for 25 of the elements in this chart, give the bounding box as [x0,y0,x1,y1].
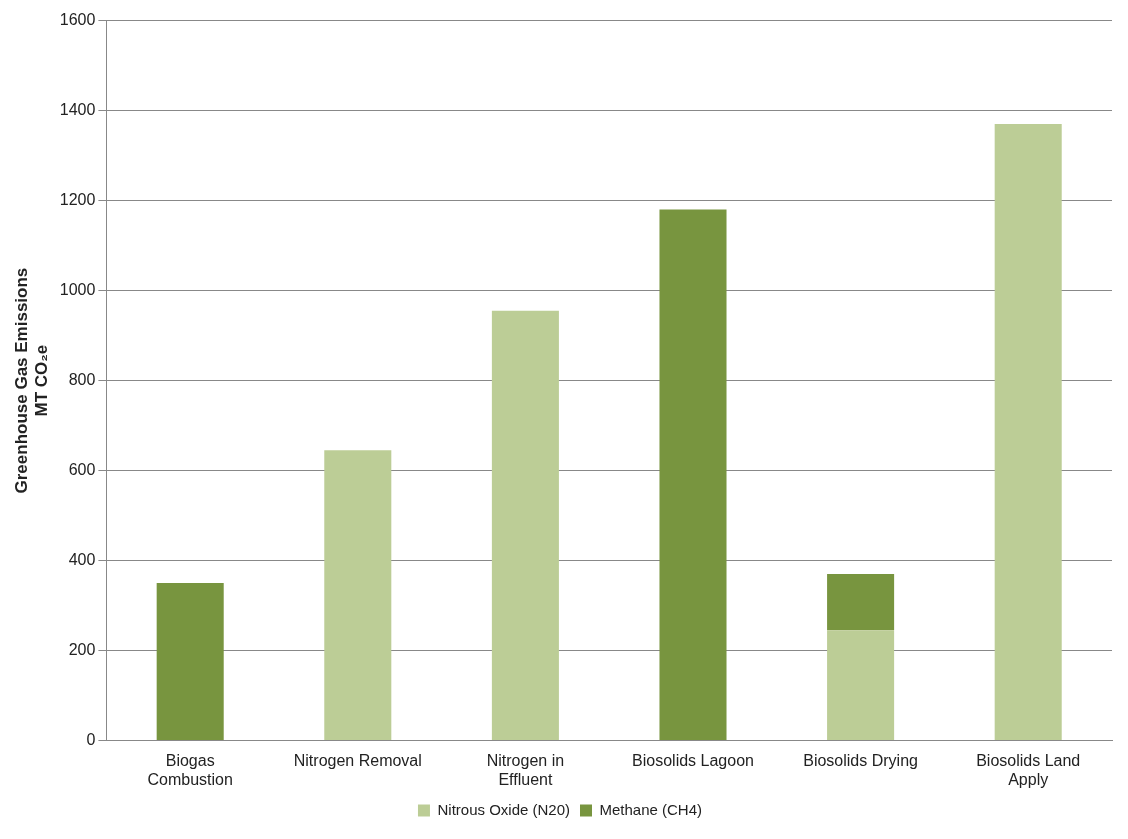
bar [324,450,392,741]
x-tick-label: Biosolids Land Apply [976,751,1081,788]
y-tick-label: 1000 [59,281,96,299]
bar [156,583,224,741]
x-tick-label: Biogas Combustion [147,751,233,788]
y-tick-label: 600 [68,461,96,479]
bar [827,630,895,741]
y-tick-label: 0 [86,731,96,749]
bar [659,209,727,741]
y-tick-label: 800 [68,371,96,389]
y-tick-label: 400 [68,551,96,569]
y-tick-label: 1200 [59,191,96,209]
x-tick-label: Nitrogen Removal [293,751,422,769]
bar [491,310,559,741]
legend-label: Nitrous Oxide (N20) [437,800,571,818]
x-tick-label: Nitrogen in Effluent [486,751,565,788]
legend-label: Methane (CH4) [599,800,703,818]
bar [827,574,895,631]
y-tick-label: 1400 [59,101,96,119]
y-axis-title: Greenhouse Gas Emissions MT CO₂e [11,267,52,494]
bar [994,124,1062,741]
y-tick-label: 200 [68,641,96,659]
x-tick-label: Biosolids Lagoon [632,751,754,769]
y-tick-label: 1600 [59,11,96,29]
x-tick-label: Biosolids Drying [803,751,918,769]
